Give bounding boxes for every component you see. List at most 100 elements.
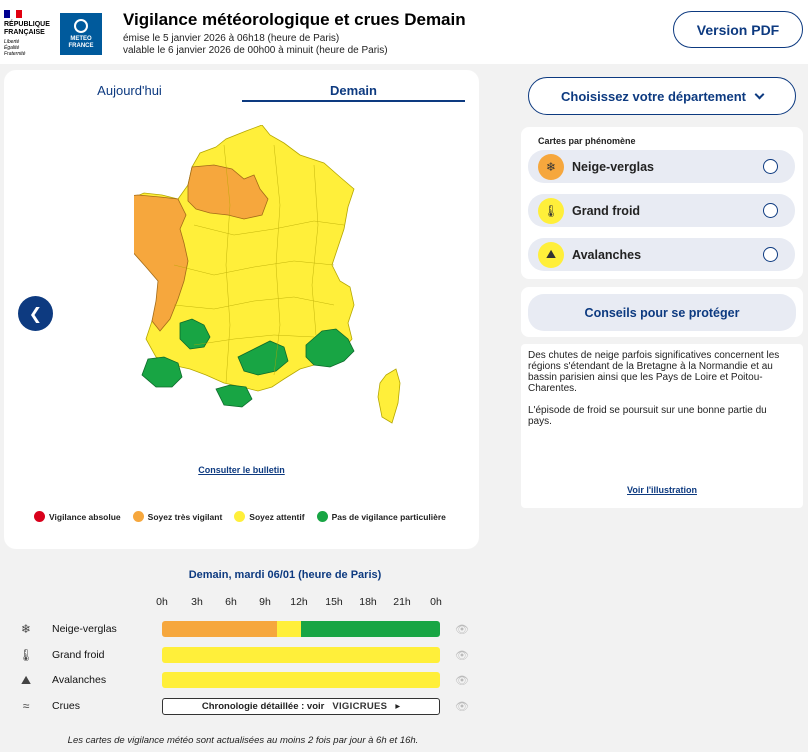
phenomenon-grand-froid[interactable]: 🌡 Grand froid bbox=[528, 194, 795, 227]
meteo-logo-line-2: FRANCE bbox=[68, 43, 94, 49]
phenomenon-radio[interactable] bbox=[763, 247, 778, 262]
map-green-aquitaine-1 bbox=[179, 318, 211, 350]
map-orange-west bbox=[134, 194, 189, 332]
map-green-provence bbox=[305, 328, 355, 368]
phenomenon-radio[interactable] bbox=[763, 203, 778, 218]
hour-label: 0h bbox=[430, 596, 442, 608]
tab-today[interactable]: Aujourd'hui bbox=[97, 83, 162, 98]
motto-egalite: Égalité bbox=[4, 45, 20, 51]
hour-label: 18h bbox=[359, 596, 377, 608]
bar-segment-green bbox=[300, 621, 440, 637]
waves-icon: ≈ bbox=[22, 699, 30, 713]
footnote: Les cartes de vigilance météo sont actua… bbox=[67, 735, 419, 746]
phenomenon-radio[interactable] bbox=[763, 159, 778, 174]
illustration-link[interactable]: Voir l'illustration bbox=[627, 485, 697, 495]
phenomenon-neige-verglas[interactable]: ❄ Neige-verglas bbox=[528, 150, 795, 183]
red-dot-icon bbox=[34, 511, 45, 522]
chevron-down-icon bbox=[754, 89, 765, 99]
hour-label: 12h bbox=[290, 596, 308, 608]
hour-label: 15h bbox=[325, 596, 343, 608]
hour-label: 0h bbox=[156, 596, 168, 608]
pdf-button[interactable]: Version PDF bbox=[673, 11, 803, 48]
yellow-dot-icon bbox=[234, 511, 246, 522]
tab-tomorrow[interactable]: Demain bbox=[330, 83, 377, 98]
page-title: Vigilance météorologique et crues Demain bbox=[123, 10, 466, 29]
phenomenon-label: Avalanches bbox=[572, 247, 642, 262]
conseils-card: Conseils pour se protéger bbox=[521, 287, 803, 337]
validity-date: valable le 6 janvier 2026 de 00h00 à min… bbox=[123, 45, 388, 56]
timeline-bar-avalanches bbox=[162, 672, 440, 688]
thermometer-icon: 🌡 bbox=[538, 197, 564, 224]
previous-button[interactable]: ❮ bbox=[18, 296, 53, 331]
legend-label: Pas de vigilance particulière bbox=[331, 511, 446, 522]
bulletin-paragraph: Des chutes de neige parfois significativ… bbox=[528, 350, 780, 394]
hour-label: 3h bbox=[191, 596, 203, 608]
republic-name-line-2: FRANÇAISE bbox=[4, 29, 45, 36]
legend-label: Soyez attentif bbox=[249, 511, 305, 522]
map-green-pyrenees-east bbox=[215, 384, 253, 408]
timeline-row-label: Neige-verglas bbox=[52, 623, 117, 635]
legend-item-yellow: Soyez attentif bbox=[234, 511, 305, 522]
emission-date: émise le 5 janvier 2026 à 06h18 (heure d… bbox=[123, 33, 340, 44]
meteo-logo-line-1: METEO bbox=[70, 36, 92, 42]
motto-fraternite: Fraternité bbox=[4, 51, 26, 57]
department-boundaries bbox=[173, 144, 345, 384]
bar-segment-yellow bbox=[162, 672, 440, 688]
map-corsica bbox=[377, 368, 401, 424]
bar-segment-yellow bbox=[277, 621, 301, 637]
hour-label: 6h bbox=[225, 596, 237, 608]
play-icon: ▸ bbox=[395, 701, 401, 712]
vigicrues-link[interactable]: Chronologie détaillée : voir VIGICRUES ▸ bbox=[162, 698, 440, 715]
phenomena-card: Cartes par phénomène ❄ Neige-verglas 🌡 G… bbox=[521, 127, 803, 279]
phenomenon-avalanches[interactable]: ⛰ Avalanches bbox=[528, 238, 795, 271]
hour-label: 9h bbox=[259, 596, 271, 608]
map-card: Aujourd'hui Demain ❮ Consulter le bullet bbox=[4, 70, 479, 549]
republic-name-line-1: RÉPUBLIQUE bbox=[4, 21, 50, 28]
bulletin-link[interactable]: Consulter le bulletin bbox=[198, 465, 285, 475]
motto-liberte: Liberté bbox=[4, 39, 20, 45]
conseils-button[interactable]: Conseils pour se protéger bbox=[528, 294, 796, 331]
meteo-france-logo[interactable]: METEO FRANCE bbox=[60, 13, 102, 55]
phenomenon-label: Neige-verglas bbox=[572, 159, 654, 174]
legend-label: Vigilance absolue bbox=[49, 511, 121, 522]
timeline-row-label: Avalanches bbox=[52, 674, 107, 686]
phenomena-title: Cartes par phénomène bbox=[538, 136, 636, 146]
timeline-bar-neige-verglas bbox=[162, 621, 440, 637]
snow-ice-icon: ❄ bbox=[20, 622, 32, 636]
bar-segment-orange bbox=[162, 621, 278, 637]
legend-label: Soyez très vigilant bbox=[147, 511, 223, 522]
eye-off-icon[interactable]: 👁 bbox=[455, 701, 469, 713]
phenomenon-label: Grand froid bbox=[572, 203, 641, 218]
bulletin-paragraph: L'épisode de froid se poursuit sur une b… bbox=[528, 405, 767, 427]
vigicrues-logo: VIGICRUES bbox=[332, 701, 388, 712]
timeline-bar-grand-froid bbox=[162, 647, 440, 663]
department-select[interactable]: Choisissez votre département bbox=[528, 77, 796, 115]
map-green-pyrenees-west bbox=[141, 356, 183, 388]
french-flag-icon bbox=[4, 10, 22, 18]
eye-off-icon[interactable]: 👁 bbox=[455, 624, 469, 636]
legend-item-orange: Soyez très vigilant bbox=[132, 511, 223, 522]
timeline-row-label: Crues bbox=[52, 700, 81, 712]
header: RÉPUBLIQUE FRANÇAISE Liberté Égalité Fra… bbox=[0, 0, 808, 64]
eye-off-icon[interactable]: 👁 bbox=[455, 650, 469, 662]
map-orange-north bbox=[187, 164, 269, 220]
meteo-france-mark-icon bbox=[74, 19, 88, 33]
avalanche-icon: ⛰ bbox=[20, 672, 32, 687]
hour-label: 21h bbox=[393, 596, 411, 608]
timeline-title: Demain, mardi 06/01 (heure de Paris) bbox=[188, 569, 382, 581]
map-legend: Vigilance absolue Soyez très vigilant So… bbox=[34, 511, 446, 522]
crues-text: Chronologie détaillée : voir bbox=[201, 701, 325, 712]
avalanche-icon: ⛰ bbox=[538, 241, 564, 268]
chevron-left-icon: ❮ bbox=[28, 305, 43, 323]
eye-off-icon[interactable]: 👁 bbox=[455, 675, 469, 687]
legend-item-red: Vigilance absolue bbox=[34, 511, 121, 522]
active-tab-indicator bbox=[242, 100, 465, 102]
france-vigilance-map[interactable] bbox=[134, 125, 424, 430]
legend-item-green: Pas de vigilance particulière bbox=[316, 511, 446, 522]
green-dot-icon bbox=[316, 511, 328, 522]
republique-francaise-logo: RÉPUBLIQUE FRANÇAISE Liberté Égalité Fra… bbox=[4, 10, 54, 57]
thermometer-icon: 🌡 bbox=[18, 648, 34, 662]
timeline-row-label: Grand froid bbox=[52, 649, 105, 661]
bulletin-text-card: Des chutes de neige parfois significativ… bbox=[521, 344, 803, 508]
orange-dot-icon bbox=[132, 511, 144, 522]
